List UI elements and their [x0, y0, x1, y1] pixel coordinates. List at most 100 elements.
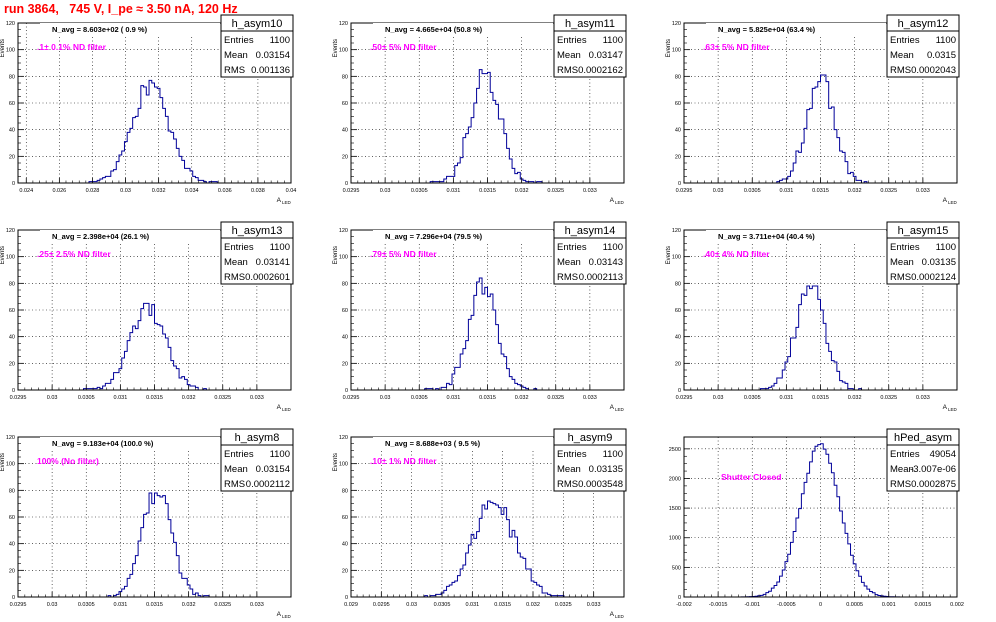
histogram-panel-h_asym13: 0.0295 0.03 0.0305 0.031 0.0315 0.032 0.0325 0.…	[0, 221, 294, 412]
y-axis-label: Events	[0, 39, 6, 57]
x-tick-label: 0.03	[406, 602, 417, 608]
y-tick-label: 40	[342, 335, 348, 341]
y-tick-label: 120	[339, 21, 348, 27]
stats-value-entries: 1100	[936, 35, 956, 46]
stats-value-entries: 49054	[930, 449, 956, 460]
stats-box	[553, 428, 627, 492]
x-axis-label: A	[277, 611, 282, 618]
y-tick-label: 20	[9, 154, 15, 160]
x-tick-label: 0.0315	[812, 188, 829, 194]
stats-label-mean: Mean	[890, 464, 914, 475]
x-tick-label: 0.038	[251, 188, 265, 194]
y-tick-label: 80	[675, 74, 681, 80]
x-tick-label: 0.04	[286, 188, 297, 194]
stats-box-title: h_asym15	[898, 225, 949, 237]
y-tick-label: 20	[342, 154, 348, 160]
filter-label: .63± 5% ND filter	[703, 42, 770, 52]
y-tick-label: 20	[675, 154, 681, 160]
stats-label-entries: Entries	[557, 35, 587, 46]
x-tick-label: 0.0305	[744, 188, 761, 194]
filter-label: .1± 0.1% ND filter	[37, 42, 107, 52]
x-tick-label: 0.031	[446, 188, 460, 194]
filter-label: .10± 1% ND filter	[370, 456, 437, 466]
stats-box-title: h_asym11	[565, 18, 615, 30]
filter-label: Shutter Closed	[721, 472, 781, 482]
histogram-panel-h_asym12: 0.0295 0.03 0.0305 0.031 0.0315 0.032 0.0325 0.…	[666, 14, 960, 205]
stats-value-rms: 0.001136	[251, 65, 290, 76]
stats-value-mean: 0.03141	[256, 257, 290, 268]
navg-label: N_avg = 8.688e+03 ( 9.5 %)	[385, 439, 481, 448]
x-tick-label: 0.03	[380, 188, 391, 194]
y-tick-label: 100	[339, 462, 348, 468]
x-tick-label: 0.026	[52, 188, 66, 194]
histogram-line	[351, 277, 624, 391]
x-tick-label: 0.0305	[78, 395, 95, 401]
x-tick-label: 0.032	[152, 188, 166, 194]
x-axis-label-subscript: LED	[282, 407, 292, 412]
page-title: run 3864, 745 V, I_pe ≈ 3.50 nA, 120 Hz	[4, 2, 238, 16]
y-tick-label: 120	[672, 228, 681, 234]
stats-label-mean: Mean	[224, 257, 248, 268]
histogram-line	[18, 79, 291, 184]
histogram-panel-h_asym8: 0.0295 0.03 0.0305 0.031 0.0315 0.032 0.0325 0.…	[0, 428, 294, 619]
x-axis-label-subscript: LED	[615, 614, 625, 619]
stats-value-entries: 1100	[270, 35, 290, 46]
x-tick-label: -0.002	[676, 602, 692, 608]
x-tick-label: 0.0295	[343, 395, 360, 401]
x-tick-label: 0.0315	[146, 395, 163, 401]
y-tick-label: 120	[6, 435, 15, 441]
x-tick-label: -0.0005	[777, 602, 796, 608]
histogram-panel-h_asym15: 0.0295 0.03 0.0305 0.031 0.0315 0.032 0.0325 0.…	[666, 221, 960, 412]
x-tick-label: 0.0315	[479, 395, 496, 401]
y-tick-label: 80	[342, 281, 348, 287]
y-axis-label: Events	[0, 453, 6, 471]
x-tick-label: 0.032	[848, 188, 862, 194]
x-tick-label: 0.031	[113, 602, 127, 608]
x-tick-label: 0.033	[916, 188, 930, 194]
y-tick-label: 40	[675, 335, 681, 341]
y-tick-label: 60	[342, 515, 348, 521]
navg-box	[373, 23, 553, 35]
y-tick-label: 80	[342, 488, 348, 494]
x-tick-label: 0.0005	[846, 602, 863, 608]
x-tick-label: 0.0305	[411, 188, 428, 194]
y-tick-label: 20	[9, 361, 15, 367]
x-tick-label: -0.0015	[709, 602, 728, 608]
x-tick-label: 0.0315	[146, 602, 163, 608]
y-tick-label: 0	[345, 595, 348, 601]
x-tick-label: 0.03	[380, 395, 391, 401]
histogram-panel-h_asym9: 0.029 0.0295 0.03 0.0305 0.031 0.0315 0.032 0.0…	[333, 428, 627, 619]
navg-label: N_avg = 8.603e+02 ( 0.9 %)	[52, 25, 148, 34]
x-tick-label: 0.0295	[676, 188, 693, 194]
y-tick-label: 2000	[669, 476, 681, 482]
navg-box	[373, 230, 553, 242]
x-tick-label: 0.033	[583, 395, 597, 401]
stats-value-rms: 0.0002112	[246, 479, 290, 490]
x-tick-label: 0.0295	[10, 602, 27, 608]
stats-label-entries: Entries	[890, 35, 920, 46]
y-tick-label: 80	[9, 74, 15, 80]
y-tick-label: 40	[675, 128, 681, 134]
y-tick-label: 100	[672, 48, 681, 54]
x-tick-label: 0.031	[465, 602, 479, 608]
y-tick-label: 0	[12, 388, 15, 394]
stats-value-entries: 1100	[270, 242, 290, 253]
x-tick-label: 0.036	[218, 188, 232, 194]
x-tick-label: 0.0015	[914, 602, 931, 608]
x-axis-label: A	[610, 197, 615, 204]
x-tick-label: 0.0325	[214, 395, 231, 401]
stats-label-mean: Mean	[890, 50, 914, 61]
x-tick-label: 0.03	[120, 188, 131, 194]
y-tick-label: 1500	[669, 506, 681, 512]
y-axis-label: Events	[666, 246, 672, 264]
y-tick-label: 60	[675, 101, 681, 107]
filter-label: .40± 4% ND filter	[703, 249, 770, 259]
stats-value-rms: 0.0003548	[578, 479, 623, 490]
x-tick-label: 0.033	[916, 395, 930, 401]
x-tick-label: 0.03	[713, 188, 724, 194]
x-tick-label: 0.03	[713, 395, 724, 401]
x-tick-label: 0.032	[182, 395, 196, 401]
x-tick-label: 0.002	[950, 602, 964, 608]
x-tick-label: 0.024	[19, 188, 33, 194]
